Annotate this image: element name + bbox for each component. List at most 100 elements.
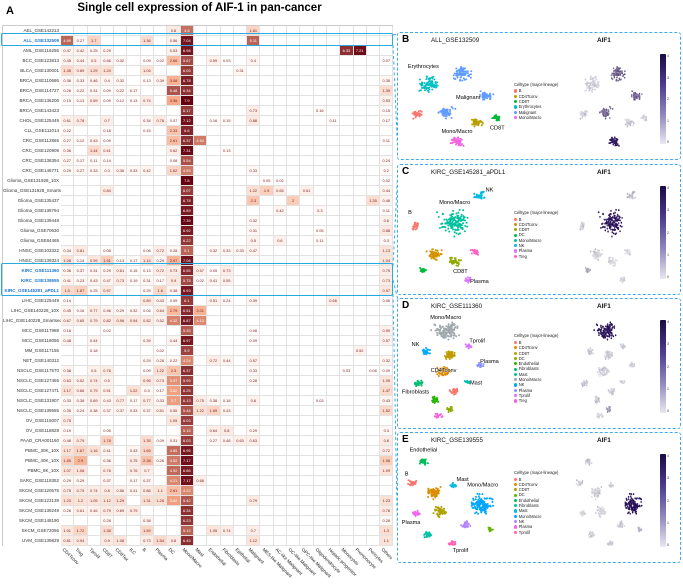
heatmap-cell <box>140 216 155 226</box>
heatmap-cell <box>74 186 88 196</box>
heatmap-cell <box>233 196 248 206</box>
heatmap-cell: 0.15 <box>127 266 141 276</box>
heatmap-cell <box>287 56 301 66</box>
heatmap-cell: 0.43 <box>127 446 141 456</box>
heatmap-cell: 0.59 <box>380 326 394 336</box>
heatmap-cell: 1.14 <box>140 256 155 266</box>
heatmap-cell: 1.45 <box>61 66 75 76</box>
heatmap-cell <box>127 526 141 536</box>
legend-color-dot <box>514 351 518 355</box>
heatmap-cell <box>193 146 208 156</box>
heatmap-cell <box>61 356 75 366</box>
heatmap-cell <box>273 306 288 316</box>
heatmap-row-label: AEL_GSE142213 <box>23 28 59 33</box>
heatmap-cell: 2.33 <box>167 126 181 136</box>
gene-title: AIF1 <box>597 437 611 444</box>
heatmap-cell: 0.66 <box>326 296 341 306</box>
legend-label: Mast <box>518 371 528 377</box>
heatmap-cell <box>260 36 274 46</box>
heatmap-cell: 0.38 <box>74 396 88 406</box>
legend-label: Fibroblasts <box>518 366 539 372</box>
heatmap-cell <box>167 196 181 206</box>
heatmap-cell: 0.04 <box>140 306 155 316</box>
heatmap-cell <box>300 406 314 416</box>
heatmap-cell <box>247 456 261 466</box>
heatmap-cell <box>260 456 274 466</box>
heatmap-cell <box>366 466 381 476</box>
legend-label: CD4Tconv <box>518 481 538 487</box>
heatmap-cell <box>207 446 221 456</box>
heatmap-cell: 0.67 <box>61 316 75 326</box>
heatmap-cell <box>247 146 261 156</box>
gene-title: AIF1 <box>597 37 611 44</box>
heatmap-cell <box>273 66 288 76</box>
heatmap-cell: 0.28 <box>380 516 394 526</box>
heatmap-cell <box>220 476 234 486</box>
heatmap-cell: 0.75 <box>61 486 75 496</box>
legend-color-dot <box>514 340 518 345</box>
heatmap-cell <box>260 326 274 336</box>
legend-label: Treg <box>518 398 527 404</box>
heatmap-cell: 2.3 <box>167 366 181 376</box>
heatmap-cell: 6.87 <box>180 316 194 326</box>
heatmap-cell <box>273 36 288 46</box>
heatmap-cell <box>353 476 367 486</box>
heatmap-cell <box>207 496 221 506</box>
heatmap-cell <box>300 496 314 506</box>
heatmap-cell <box>193 76 208 86</box>
heatmap-cell <box>220 66 234 76</box>
legend-label: Mast <box>518 508 528 514</box>
heatmap-cell <box>260 516 274 526</box>
heatmap-cell <box>313 376 327 386</box>
legend-title: Celltype (major-lineage) <box>514 333 559 339</box>
heatmap-cell <box>353 136 367 146</box>
heatmap-cell: 1.29 <box>114 496 128 506</box>
heatmap-cell <box>74 356 88 366</box>
heatmap-cell: 0.6 <box>247 396 261 406</box>
legend-item: CD8T <box>514 99 570 104</box>
heatmap-column-label: OPC-like Malignant <box>300 547 333 579</box>
heatmap-cell <box>61 346 75 356</box>
heatmap-cell <box>326 46 341 56</box>
cluster-label: Mono/Macro <box>430 315 461 321</box>
heatmap-cell: 4.13 <box>193 316 208 326</box>
heatmap-cell: 6.34 <box>180 506 194 516</box>
heatmap-cell <box>220 346 234 356</box>
heatmap-cell <box>366 416 381 426</box>
heatmap-cell: 0.12 <box>114 96 128 106</box>
heatmap-cell: 0.63 <box>247 436 261 446</box>
heatmap-cell: 0.31 <box>87 266 101 276</box>
heatmap-row-label: Glioma_GSE138794 <box>17 208 59 213</box>
heatmap-cell: 7.12 <box>180 116 194 126</box>
heatmap-cell <box>287 86 301 96</box>
heatmap-cell <box>300 476 314 486</box>
umap-expression-plot <box>580 321 636 419</box>
umap-panel-e: E KIRC_GSE139555 AIF1 Endothelial B Mast Pl… <box>397 432 681 563</box>
heatmap-cell <box>287 126 301 136</box>
heatmap-column-label: Others <box>380 547 394 561</box>
heatmap-cell <box>167 526 181 536</box>
legend-color-dot <box>514 228 518 232</box>
heatmap-cell <box>233 136 248 146</box>
heatmap-cell <box>140 236 155 246</box>
heatmap-cell: 1.72 <box>74 526 88 536</box>
heatmap-cell: 0.37 <box>114 406 128 416</box>
heatmap-cell <box>260 526 274 536</box>
legend-item: Mono/Macro <box>514 377 570 382</box>
heatmap-row: NSCLC_GSE127465 0.63 0.52 0.74 0.5 0.95 0.73 3.… <box>3 376 394 386</box>
heatmap-cell <box>127 426 141 436</box>
heatmap-cell <box>233 106 248 116</box>
heatmap-cell <box>326 386 341 396</box>
heatmap-cell <box>140 326 155 336</box>
heatmap-cell <box>260 416 274 426</box>
legend-item: Plasma <box>514 388 570 393</box>
heatmap-cell <box>233 416 248 426</box>
heatmap-cell <box>273 146 288 156</box>
heatmap-cell <box>353 356 367 366</box>
heatmap-cell <box>193 286 208 296</box>
heatmap-cell <box>300 146 314 156</box>
heatmap-cell: 0.3 <box>380 426 394 436</box>
heatmap-cell: 0.14 <box>61 296 75 306</box>
heatmap-panel: A Single cell expression of AIF-1 in pan… <box>1 2 394 579</box>
heatmap-row: CLL_GSE111014 0.22 0.18 0.15 2.33 6.6 <box>3 126 394 136</box>
